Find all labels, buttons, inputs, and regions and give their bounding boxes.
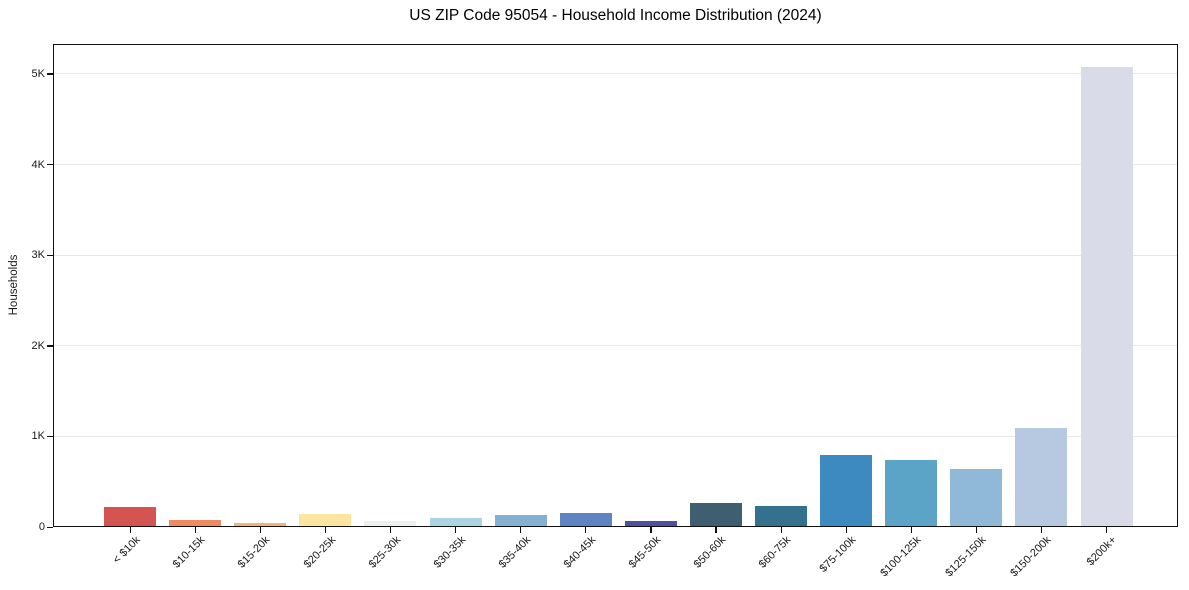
gridline bbox=[53, 164, 1178, 166]
bar-75-100k bbox=[820, 454, 873, 527]
x-tick-label: $10-15k bbox=[170, 534, 208, 571]
bar-125-150k bbox=[950, 469, 1003, 527]
x-tick-mark bbox=[194, 527, 196, 533]
y-tick-mark bbox=[47, 254, 53, 256]
x-tick-label: $20-25k bbox=[301, 534, 338, 571]
y-tick-mark bbox=[47, 345, 53, 347]
y-tick-label: 4K bbox=[31, 158, 45, 171]
x-tick-label: $45-50k bbox=[626, 534, 664, 571]
gridline bbox=[53, 254, 1178, 256]
y-tick-label: 0 bbox=[38, 521, 45, 533]
x-tick-label: $150-200k bbox=[1008, 534, 1054, 580]
x-tick-label: $75-100k bbox=[817, 534, 859, 575]
x-tick-mark bbox=[845, 527, 847, 533]
x-tick-mark bbox=[389, 527, 392, 533]
x-tick-mark bbox=[975, 527, 978, 533]
x-tick-label: $100-125k bbox=[878, 534, 924, 580]
y-tick-label: 2K bbox=[31, 339, 45, 352]
x-tick-mark bbox=[520, 527, 522, 533]
x-tick-mark bbox=[715, 527, 717, 533]
x-tick-label: $35-40k bbox=[496, 534, 534, 571]
x-tick-mark bbox=[455, 527, 457, 533]
bar-25-30k bbox=[364, 520, 417, 527]
bar-60-75k bbox=[755, 506, 807, 527]
plot-area bbox=[53, 44, 1178, 527]
x-tick-label: $30-35k bbox=[431, 534, 468, 571]
x-tick-label: $40-45k bbox=[561, 534, 599, 571]
x-tick-mark bbox=[910, 527, 912, 533]
x-tick-label: $60-75k bbox=[756, 534, 794, 571]
x-tick-mark bbox=[1040, 527, 1043, 533]
x-tick-mark bbox=[780, 527, 782, 533]
bar-35-40k bbox=[494, 515, 547, 527]
y-tick-label: 5K bbox=[31, 67, 45, 80]
x-tick-label: $200k+ bbox=[1084, 534, 1119, 569]
x-tick-mark bbox=[324, 527, 327, 533]
x-tick-label: $50-60k bbox=[691, 534, 729, 571]
bar-40-45k bbox=[559, 513, 612, 527]
bar-150-200k bbox=[1015, 428, 1068, 527]
bar-200k bbox=[1080, 66, 1133, 527]
y-tick-mark bbox=[47, 164, 53, 166]
gridline bbox=[53, 345, 1178, 347]
bar-10k bbox=[104, 506, 156, 527]
bar-10-15k bbox=[169, 519, 222, 527]
x-tick-mark bbox=[1106, 527, 1108, 533]
y-tick-label: 1K bbox=[31, 430, 45, 443]
bar-45-50k bbox=[624, 520, 677, 527]
bar-50-60k bbox=[689, 503, 742, 527]
x-tick-label: $15-20k bbox=[236, 534, 273, 571]
y-tick-mark bbox=[47, 526, 53, 528]
y-tick-mark bbox=[47, 73, 53, 75]
gridline bbox=[53, 435, 1178, 437]
x-tick-mark bbox=[129, 527, 131, 533]
bar-20-25k bbox=[299, 514, 352, 527]
bar-30-35k bbox=[429, 518, 482, 527]
y-tick-label: 3K bbox=[31, 249, 45, 262]
y-tick-mark bbox=[47, 435, 53, 438]
x-tick-label: $25-30k bbox=[366, 534, 403, 571]
x-tick-mark bbox=[585, 527, 587, 533]
x-tick-mark bbox=[650, 527, 652, 533]
chart-title: US ZIP Code 95054 - Household Income Dis… bbox=[409, 7, 822, 24]
gridline bbox=[53, 73, 1178, 75]
bar-100-125k bbox=[885, 459, 938, 527]
bar-15-20k bbox=[234, 523, 287, 527]
x-tick-mark bbox=[259, 527, 261, 533]
x-tick-label: < $10k bbox=[110, 534, 143, 567]
x-tick-label: $125-150k bbox=[943, 534, 989, 580]
